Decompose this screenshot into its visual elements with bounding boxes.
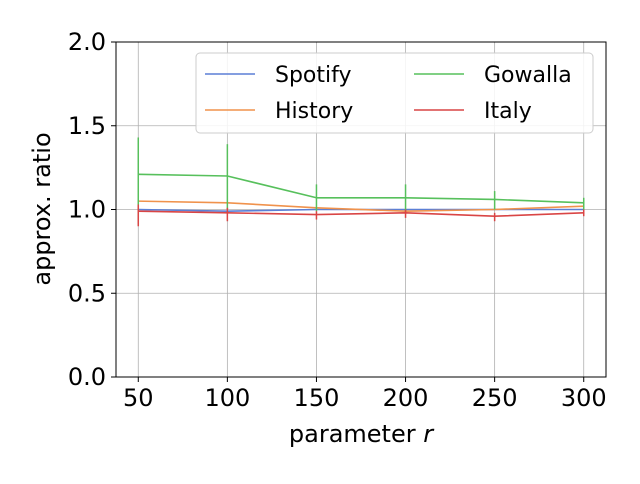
legend: Spotify History Gowalla Italy xyxy=(195,52,594,134)
y-axis-tick-labels: 0.0 0.5 1.0 1.5 2.0 xyxy=(68,28,106,391)
series-history xyxy=(138,200,584,212)
y-tick-label: 1.5 xyxy=(68,112,106,140)
y-tick-label: 1.0 xyxy=(68,196,106,224)
x-axis-label-variable: r xyxy=(423,420,435,448)
history-line xyxy=(138,200,584,212)
legend-item-history: History xyxy=(205,99,353,124)
x-axis-label-text: parameter xyxy=(289,420,416,448)
y-tick-label: 0.0 xyxy=(68,363,106,391)
y-tick-label: 0.5 xyxy=(68,279,106,307)
legend-item-italy: Italy xyxy=(414,99,532,124)
x-axis-tick-labels: 50 100 150 200 250 300 xyxy=(123,384,607,412)
x-tick-label: 250 xyxy=(472,384,518,412)
italy-line xyxy=(138,210,584,217)
x-tick-label: 150 xyxy=(294,384,340,412)
x-tick-label: 50 xyxy=(123,384,154,412)
legend-label-history: History xyxy=(275,99,353,124)
series-lines xyxy=(137,137,585,227)
legend-label-italy: Italy xyxy=(484,99,532,124)
legend-label-spotify: Spotify xyxy=(275,63,352,88)
legend-box xyxy=(195,52,594,134)
x-tick-label: 300 xyxy=(561,384,607,412)
x-tick-label: 100 xyxy=(204,384,250,412)
legend-item-gowalla: Gowalla xyxy=(414,63,572,88)
x-tick-label: 200 xyxy=(383,384,429,412)
x-axis-label: parameter r xyxy=(289,420,435,448)
legend-label-gowalla: Gowalla xyxy=(484,63,572,88)
legend-item-spotify: Spotify xyxy=(205,63,352,88)
gowalla-line xyxy=(138,173,584,204)
series-italy xyxy=(137,204,585,227)
y-tick-label: 2.0 xyxy=(68,28,106,56)
y-axis-label: approx. ratio xyxy=(28,132,56,285)
axis-ticks xyxy=(111,41,585,382)
